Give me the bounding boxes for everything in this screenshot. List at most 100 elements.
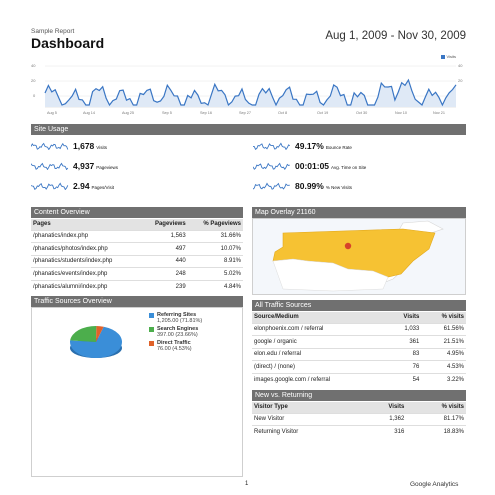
pie-slice-2[interactable] [96,326,104,342]
column-header: Visits [387,312,422,323]
legend-item-search[interactable]: Search Engines 397.00 (23.66%) [149,326,202,338]
city-marker[interactable] [344,242,352,250]
site-usage-header: Site Usage [31,124,466,135]
cell-value: 54 [387,372,422,386]
column-header: Visitor Type [252,402,362,413]
column-header: % Pageviews [187,219,243,230]
table-row[interactable]: /phanatics/students/index.php 440 8.91% [31,254,243,268]
source-link[interactable]: elon.edu / referral [252,347,388,361]
table-row[interactable]: elon.edu / referral 83 4.95% [252,347,466,361]
sparkline-path [253,182,290,190]
cell-value: 4.95% [421,347,466,361]
visits-trend-graph [44,65,457,108]
table-header-row: Source/Medium Visits % visits [252,312,466,323]
legend-label: Visits [446,54,456,59]
pie-slice-1[interactable] [70,325,97,342]
table-row[interactable]: /phanatics/events/index.php 248 5.02% [31,267,243,280]
state-map [272,220,444,292]
sparkline-path [31,162,69,170]
y-tick-left: 0 [33,93,36,98]
metric-label: Pageviews [96,165,119,170]
cell-value: 18.83% [406,425,466,438]
visitor-type-link[interactable]: Returning Visitor [252,425,362,438]
legend-swatch [440,54,445,59]
source-link[interactable]: google / organic [252,335,388,348]
cell-value: 248 [141,267,188,280]
cell-value: 1,563 [141,229,188,243]
y-tick-right: 40 [458,63,463,68]
cell-value: 83 [387,347,422,361]
y-tick-left: 20 [31,78,36,83]
sparkline [253,182,290,190]
sparkline [31,142,69,150]
x-tick: Aug 25 [122,111,135,115]
traffic-sources-panel [31,307,243,477]
sparkline [31,182,69,190]
legend-swatch [149,327,154,332]
legend-item-direct[interactable]: Direct Traffic 76.00 (4.53%) [149,340,202,352]
content-overview-header: Content Overview [31,207,243,218]
map-overlay[interactable] [252,218,466,295]
pie-slice-0[interactable] [70,326,123,358]
table-row[interactable]: Returning Visitor 316 18.83% [252,425,466,438]
table-row[interactable]: New Visitor 1,362 81.17% [252,412,466,426]
all-traffic-sources-table: Source/Medium Visits % visits elonphoeni… [252,312,466,386]
visits-trend-chart: Visits 40 20 0 40 20 Aug 5 Aug 14 Aug 25… [31,52,466,118]
table-row[interactable]: images.google.com / referral 54 3.22% [252,372,466,386]
page-link[interactable]: /phanatics/photos/index.php [31,242,142,255]
metric-avg-time[interactable]: 00:01:05 Avg. Time on Site [253,160,465,172]
table-header-row: Pages Pageviews % Pageviews [31,219,243,230]
report-header: Sample Report Dashboard Aug 1, 2009 - No… [31,28,466,51]
metric-bounce-rate[interactable]: 49.17% Bounce Rate [253,140,465,152]
cell-value: 497 [141,242,188,255]
table-row[interactable]: elonphoenix.com / referral 1,033 61.56% [252,322,466,336]
legend-name: Direct Traffic [157,340,191,346]
x-tick: Sep 27 [239,111,252,115]
page-link[interactable]: /phanatics/alumni/index.php [31,279,142,293]
sparkline [253,162,290,170]
sparkline [31,162,69,170]
cell-value: 4.53% [421,360,466,373]
content-overview-table: Pages Pageviews % Pageviews /phanatics/i… [31,219,243,293]
cell-value: 316 [361,425,407,438]
table-row[interactable]: /phanatics/alumni/index.php 239 4.84% [31,279,243,293]
source-link[interactable]: (direct) / (none) [252,360,388,373]
cell-value: 8.91% [187,254,243,268]
trend-legend: Visits [440,54,456,59]
sparkline-path [253,142,291,150]
cell-value: 10.07% [187,242,243,255]
table-row[interactable]: google / organic 361 21.51% [252,335,466,348]
metric-pageviews[interactable]: 4,937 Pageviews [31,160,231,172]
source-link[interactable]: elonphoenix.com / referral [252,322,388,336]
metric-visits[interactable]: 1,678 Visits [31,140,231,152]
legend-value: 1,205.00 (71.81%) [157,317,203,324]
metric-value: 49.17% [295,141,324,151]
sparkline [253,142,291,150]
page-link[interactable]: /phanatics/students/index.php [31,254,142,268]
metric-new-visits[interactable]: 80.99%% New Visits [253,180,465,192]
table-row[interactable]: (direct) / (none) 76 4.53% [252,360,466,373]
page-title: Dashboard [31,35,105,51]
metric-pages-per-visit[interactable]: 2.94 Pages/Visit [31,180,231,192]
cell-value: 3.22% [421,372,466,386]
table-row[interactable]: /phanatics/photos/index.php 497 10.07% [31,242,243,255]
x-tick: Oct 8 [278,111,288,115]
legend-value: 76.00 (4.53%) [157,345,192,352]
legend-swatch [149,313,154,318]
y-tick-left: 40 [31,63,36,68]
cell-value: 361 [387,335,422,348]
legend-item-referring[interactable]: Referring Sites 1,205.00 (71.81%) [149,312,203,324]
metric-value: 4,937 [73,161,95,171]
map-overlay-header: Map Overlay 21160 [252,207,466,218]
cell-value: 1,362 [361,412,407,426]
table-row[interactable]: /phanatics/index.php 1,563 31.66% [31,229,243,243]
traffic-legend: Referring Sites 1,205.00 (71.81%) Search… [149,312,203,355]
sparkline-path [253,162,290,170]
date-range[interactable]: Aug 1, 2009 - Nov 30, 2009 [325,30,466,42]
visitor-type-link[interactable]: New Visitor [252,412,362,426]
page-link[interactable]: /phanatics/index.php [31,229,142,243]
page-link[interactable]: /phanatics/events/index.php [31,267,142,280]
source-link[interactable]: images.google.com / referral [252,372,388,386]
sparkline-path [31,142,69,150]
metric-label: Bounce Rate [325,145,352,150]
